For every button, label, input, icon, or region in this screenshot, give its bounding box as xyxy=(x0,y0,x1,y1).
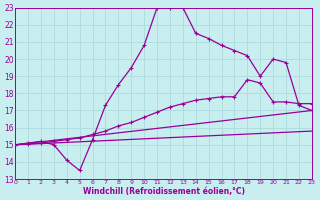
X-axis label: Windchill (Refroidissement éolien,°C): Windchill (Refroidissement éolien,°C) xyxy=(83,187,244,196)
